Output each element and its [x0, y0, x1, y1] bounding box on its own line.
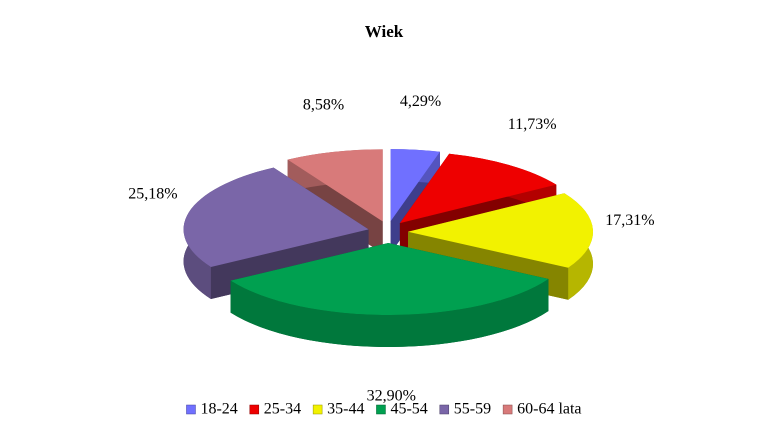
slice-side	[230, 278, 549, 347]
value-label: 17,31%	[605, 212, 654, 229]
slice	[183, 167, 369, 268]
legend-swatch	[312, 404, 323, 415]
legend-label: 55-59	[454, 401, 491, 418]
slice	[399, 153, 557, 224]
value-labels: 4,29% 8,58% 11,73% 25,18% 17,31% 32,90%	[128, 93, 654, 404]
value-label: 32,90%	[367, 387, 416, 404]
legend-swatch	[502, 404, 513, 415]
legend-swatch	[186, 404, 196, 415]
slice	[390, 149, 440, 222]
value-label: 4,29%	[400, 93, 441, 110]
value-label: 11,73%	[508, 116, 557, 133]
slice	[287, 149, 383, 222]
legend-label: 60-64 lata	[517, 401, 581, 418]
slice	[407, 193, 593, 268]
pie	[183, 149, 593, 347]
legend-swatch	[376, 404, 386, 415]
value-label: 25,18%	[128, 185, 177, 202]
value-label: 8,58%	[303, 96, 344, 113]
legend-label: 18-24	[200, 401, 237, 418]
legend: 18-24 25-34 35-44 45-54 55-59 60-64 lata	[186, 401, 582, 418]
legend-swatch	[439, 404, 450, 415]
legend-label: 35-44	[327, 401, 364, 418]
legend-label: 45-54	[390, 401, 427, 418]
legend-swatch	[249, 404, 260, 415]
slice	[230, 242, 549, 315]
legend-label: 25-34	[264, 401, 301, 418]
chart-title: Wiek	[365, 22, 404, 41]
